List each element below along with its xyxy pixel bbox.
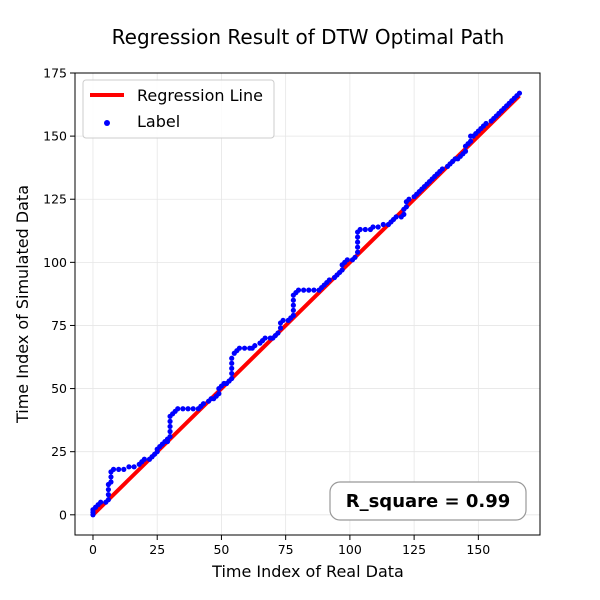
scatter-point [167, 433, 173, 440]
x-tick-label: 150 [466, 542, 490, 557]
y-tick-label: 75 [51, 318, 67, 333]
scatter-point [339, 267, 345, 273]
scatter-point [216, 391, 222, 397]
scatter-point [105, 497, 111, 503]
scatter-point [483, 120, 489, 127]
legend-label-marker [104, 120, 110, 126]
scatter-point [180, 406, 186, 412]
scatter-point [301, 287, 307, 293]
scatter-point [110, 466, 117, 472]
scatter-point [295, 287, 302, 293]
x-tick-label: 0 [89, 542, 97, 557]
y-tick-label: 25 [51, 444, 67, 459]
scatter-point [252, 343, 258, 349]
x-tick-label: 75 [278, 542, 294, 557]
y-tick-label: 50 [51, 381, 67, 396]
scatter-point [354, 234, 361, 240]
scatter-point [167, 423, 173, 430]
scatter-point [131, 464, 137, 470]
scatter-point [108, 474, 114, 480]
y-tick-label: 0 [59, 507, 67, 522]
y-tick-label: 150 [43, 129, 67, 144]
scatter-point [105, 492, 111, 498]
scatter-point [105, 486, 111, 493]
scatter-point [290, 312, 296, 318]
scatter-point [306, 287, 312, 293]
scatter-point [126, 464, 132, 470]
axis-ticks: 0 25 50 75 100 125 150 0 25 50 75 100 125 150 175 [43, 66, 490, 558]
scatter-point [98, 499, 104, 505]
y-axis-label: Time Index of Simulated Data [13, 185, 32, 424]
scatter-point [370, 224, 376, 230]
x-tick-label: 25 [149, 542, 165, 557]
legend: Regression Line Label [82, 79, 275, 139]
scatter-point [241, 345, 248, 351]
scatter-point [354, 249, 361, 255]
r-square-annotation: R_square = 0.99 [329, 481, 527, 521]
scatter-point [354, 244, 361, 250]
scatter-point [357, 226, 363, 233]
scatter-point [229, 370, 235, 377]
scatter-point [311, 287, 317, 293]
scatter-point [462, 148, 469, 154]
scatter-point [229, 355, 235, 361]
chart-title: Regression Result of DTW Optimal Path [112, 25, 505, 49]
scatter-point [406, 196, 412, 202]
plot-frame [74, 72, 541, 536]
scatter-point [262, 335, 268, 341]
scatter-point [121, 466, 127, 472]
scatter-points-layer [90, 90, 523, 518]
x-tick-label: 50 [213, 542, 229, 557]
legend-regression-line-label: Regression Line [137, 86, 263, 105]
legend-box [82, 79, 275, 139]
y-tick-label: 125 [43, 192, 67, 207]
scatter-point [344, 257, 350, 263]
scatter-point [393, 214, 399, 220]
scatter-point [516, 90, 523, 96]
x-tick-label: 125 [402, 542, 426, 557]
scatter-point [175, 406, 181, 412]
scatter-point [275, 330, 281, 336]
scatter-point [167, 418, 173, 424]
scatter-point [326, 277, 332, 283]
x-axis-label: Time Index of Real Data [211, 562, 404, 581]
scatter-point [229, 375, 235, 382]
scatter-point [141, 456, 147, 462]
scatter-point [290, 302, 296, 308]
scatter-point [108, 479, 114, 485]
scatter-point [362, 226, 368, 233]
scatter-point [290, 297, 296, 303]
scatter-point [380, 221, 386, 228]
scatter-point [401, 211, 407, 217]
y-tick-label: 100 [43, 255, 67, 270]
scatter-point [290, 307, 296, 313]
scatter-point [280, 317, 286, 324]
scatter-point [277, 325, 284, 331]
y-tick-label: 175 [43, 66, 67, 81]
scatter-point [190, 406, 196, 412]
scatter-point [236, 345, 243, 351]
scatter-point [468, 138, 474, 144]
scatter-point [200, 401, 207, 407]
scatter-point [439, 166, 445, 172]
scatter-point [352, 254, 358, 260]
scatter-point [185, 406, 191, 412]
x-tick-label: 100 [338, 542, 362, 557]
scatter-point [229, 360, 235, 366]
scatter-point [167, 428, 173, 435]
grid [75, 72, 540, 535]
r-square-text: R_square = 0.99 [346, 491, 511, 512]
legend-label-label: Label [137, 112, 180, 131]
scatter-point [375, 224, 381, 230]
scatter-point [403, 204, 410, 210]
scatter-point [229, 365, 235, 371]
scatter-point [354, 239, 361, 245]
scatter-point [116, 466, 122, 472]
r-square-box [329, 481, 527, 521]
